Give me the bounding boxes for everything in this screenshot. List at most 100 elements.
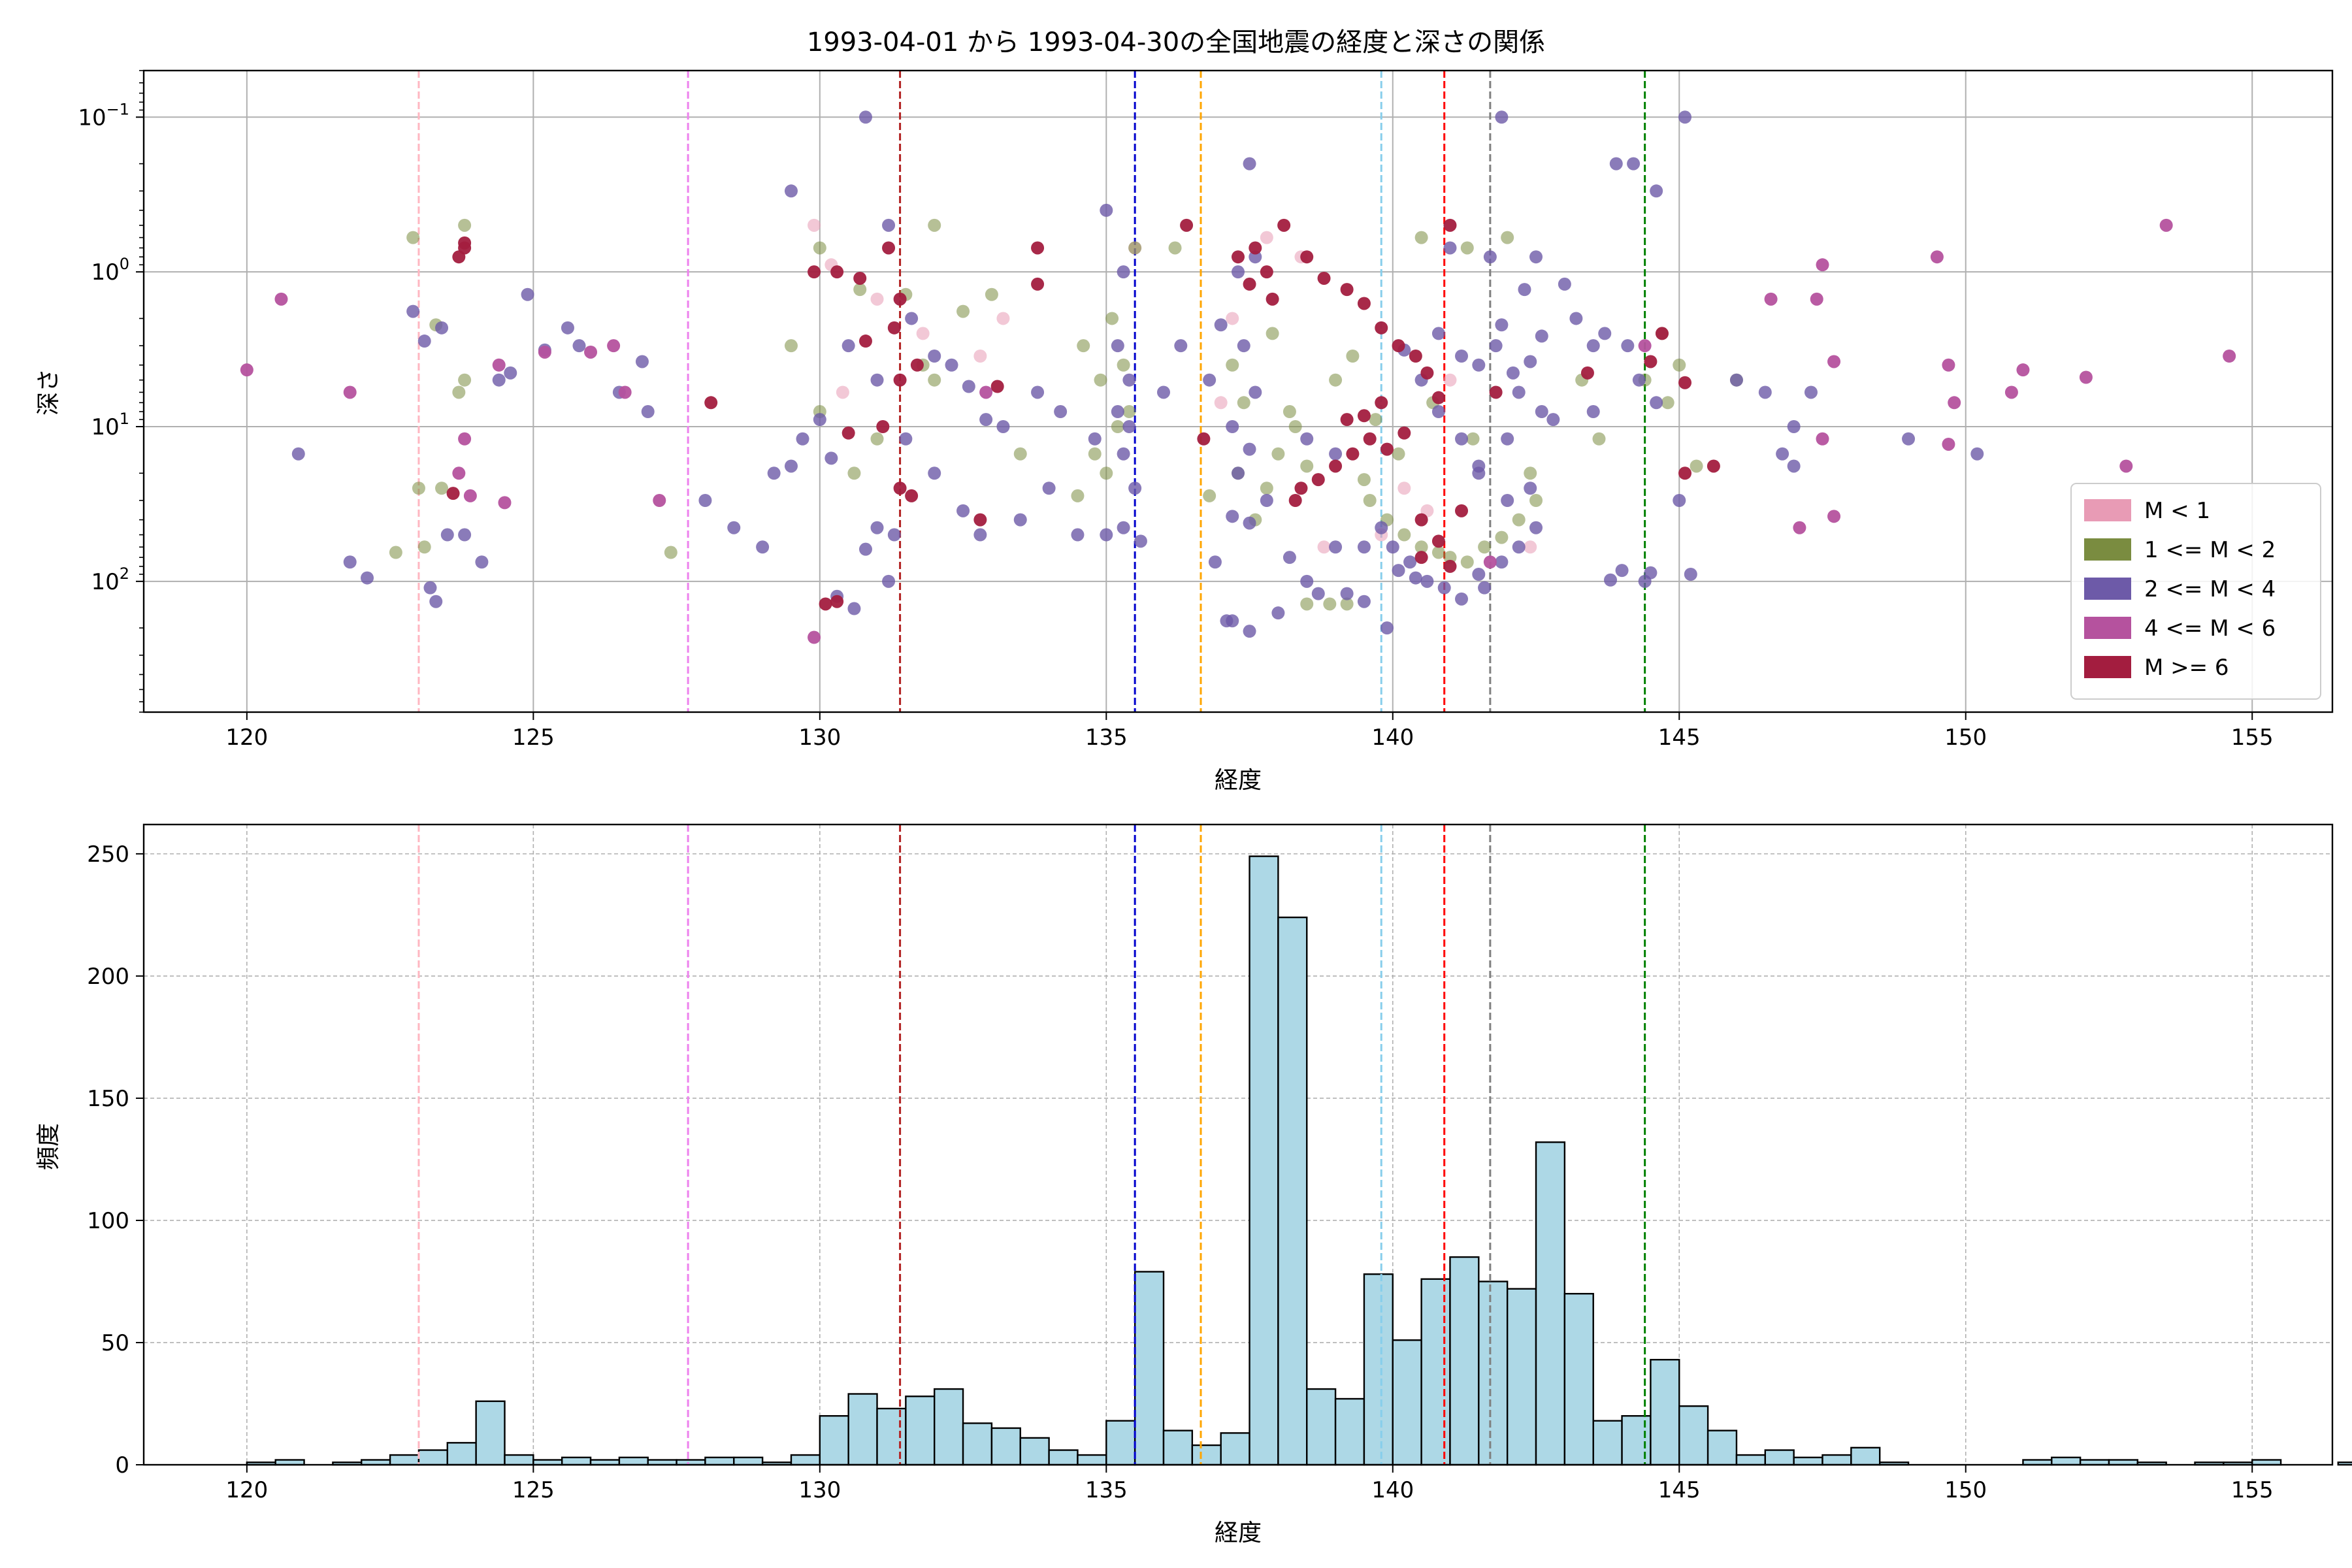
scatter-point	[945, 358, 958, 372]
histogram-reference-lines	[417, 825, 1646, 1465]
scatter-point	[1621, 339, 1635, 353]
scatter-point	[2223, 350, 2236, 363]
scatter-point	[1512, 540, 1526, 554]
scatter-point	[1506, 366, 1520, 380]
scatter-point	[996, 312, 1010, 325]
scatter-point	[1655, 327, 1669, 340]
scatter-point	[1644, 355, 1658, 368]
scatter-point	[1524, 466, 1537, 480]
scatter-point	[1650, 184, 1663, 198]
histogram-x-tick-label: 125	[512, 1477, 555, 1503]
scatter-point	[2159, 218, 2173, 232]
legend-label: M >= 6	[2144, 655, 2229, 681]
scatter-point	[1300, 432, 1314, 446]
scatter-point	[1787, 459, 1801, 473]
legend-swatch	[2084, 499, 2131, 521]
scatter-point	[1598, 327, 1612, 340]
scatter-point	[1300, 597, 1314, 611]
histogram-bar	[446, 1442, 477, 1466]
scatter-x-axis-label: 経度	[1215, 767, 1262, 794]
histogram-y-tick-label: 100	[87, 1208, 129, 1234]
histogram-bar	[2051, 1456, 2082, 1466]
scatter-point	[1420, 574, 1434, 588]
histogram-y-tick-label: 50	[101, 1330, 129, 1356]
histogram-bar	[1249, 855, 1279, 1466]
scatter-point	[882, 218, 896, 232]
scatter-y-tick-label: 10−1	[78, 100, 129, 131]
scatter-point	[1501, 493, 1514, 507]
histogram-y-tick-label: 200	[87, 964, 129, 990]
scatter-point	[1443, 218, 1457, 232]
scatter-point	[928, 350, 941, 363]
scatter-point	[882, 574, 896, 588]
scatter-point	[1650, 396, 1663, 410]
scatter-point	[429, 595, 443, 608]
legend-label: 1 <= M < 2	[2144, 537, 2276, 563]
scatter-point	[767, 466, 781, 480]
scatter-point	[1111, 405, 1124, 419]
scatter-point	[727, 521, 741, 534]
histogram-bar	[1735, 1454, 1767, 1466]
scatter-point	[841, 339, 855, 353]
scatter-point	[990, 380, 1004, 393]
scatter-point	[1232, 466, 1245, 480]
scatter-point	[808, 265, 821, 279]
histogram-bar	[790, 1454, 821, 1466]
histogram-x-tick-label: 120	[225, 1477, 268, 1503]
histogram-bar	[876, 1407, 907, 1466]
scatter-point	[1443, 241, 1457, 255]
scatter-point	[1346, 350, 1360, 363]
scatter-point	[1243, 516, 1256, 530]
scatter-point	[882, 241, 896, 255]
scatter-point	[452, 466, 466, 480]
scatter-point	[1300, 459, 1314, 473]
histogram-bar	[1134, 1271, 1165, 1466]
scatter-y-tick-label: 102	[91, 564, 129, 595]
scatter-point	[1386, 540, 1399, 554]
scatter-point	[698, 493, 712, 507]
histogram-panel: 120 125 130 135 140 145 150 155 0 50 100 150 200 250…	[35, 823, 2352, 1546]
scatter-point	[1100, 203, 1113, 217]
scatter-point	[893, 292, 907, 306]
scatter-point	[1117, 521, 1130, 534]
scatter-point	[928, 466, 941, 480]
scatter-x-tick-label: 150	[1944, 725, 1987, 751]
scatter-point	[412, 482, 425, 495]
scatter-point	[417, 540, 431, 554]
scatter-point	[870, 521, 884, 534]
legend-label: 2 <= M < 4	[2144, 576, 2276, 602]
scatter-point	[1088, 447, 1102, 461]
scatter-point	[2016, 363, 2030, 377]
scatter-point	[1793, 521, 1806, 534]
scatter-y-ticks: 10−1 100 101 102	[78, 70, 144, 713]
scatter-point	[1501, 432, 1514, 446]
scatter-point	[1569, 312, 1583, 325]
scatter-point	[1437, 581, 1451, 595]
scatter-point	[1483, 555, 1497, 569]
scatter-point	[1673, 493, 1686, 507]
scatter-point	[1380, 621, 1394, 635]
scatter-point	[916, 327, 930, 340]
scatter-point	[1277, 218, 1291, 232]
scatter-point	[1678, 466, 1692, 480]
scatter-point	[1311, 587, 1325, 600]
histogram-bar	[1449, 1256, 1480, 1466]
scatter-points	[240, 110, 2236, 644]
scatter-point	[899, 432, 913, 446]
scatter-point	[641, 405, 655, 419]
histogram-y-axis-label: 頻度	[35, 1123, 62, 1170]
scatter-point	[1431, 327, 1445, 340]
scatter-point	[1117, 265, 1130, 279]
scatter-point	[1357, 595, 1371, 608]
scatter-point	[1111, 339, 1124, 353]
scatter-point	[1948, 396, 1961, 410]
scatter-point	[887, 321, 901, 335]
histogram-x-tick-label: 135	[1085, 1477, 1128, 1503]
scatter-point	[1414, 231, 1428, 244]
scatter-point	[784, 459, 798, 473]
histogram-bar	[389, 1454, 420, 1466]
scatter-point	[1403, 555, 1417, 569]
scatter-y-tick-label: 101	[91, 410, 129, 440]
scatter-point	[1249, 250, 1262, 264]
